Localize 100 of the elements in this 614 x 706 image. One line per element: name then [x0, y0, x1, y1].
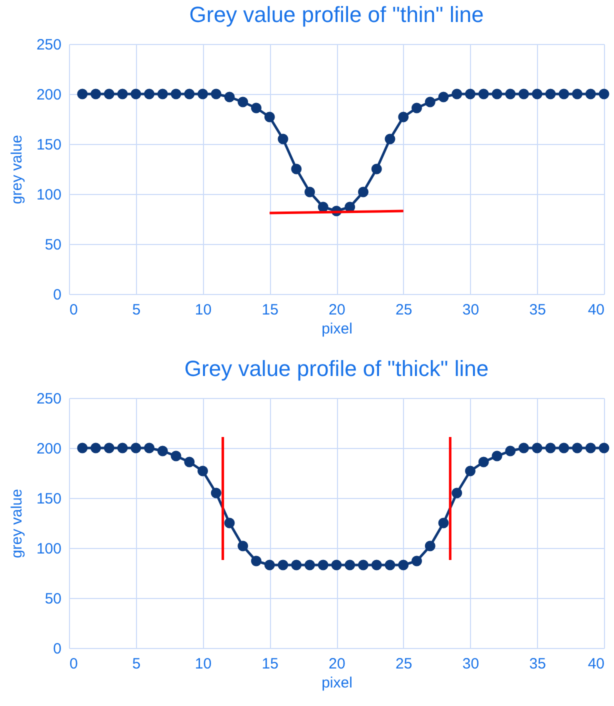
point: [291, 164, 302, 174]
point: [224, 518, 235, 528]
point: [371, 164, 382, 174]
point: [77, 442, 88, 454]
point: [598, 88, 610, 100]
point: [184, 88, 195, 100]
point: [344, 560, 356, 570]
x-axis-title: pixel: [322, 674, 352, 692]
y-tick-label: 50: [44, 236, 62, 254]
point: [558, 88, 570, 100]
y-tick-label: 200: [36, 86, 62, 104]
point: [278, 134, 288, 144]
point: [358, 560, 368, 570]
point: [198, 466, 208, 476]
point: [144, 442, 154, 454]
point: [278, 560, 288, 570]
point: [77, 88, 88, 100]
y-tick-label: 150: [36, 136, 62, 154]
point: [238, 540, 248, 552]
point: [545, 88, 556, 100]
point: [545, 442, 556, 454]
point: [198, 88, 208, 100]
y-tick-label: 150: [36, 490, 62, 508]
point: [532, 88, 542, 100]
point: [518, 442, 529, 454]
point: [478, 88, 489, 100]
point: [157, 88, 168, 100]
point: [598, 442, 610, 454]
point: [210, 88, 222, 100]
point: [264, 560, 275, 570]
point: [157, 446, 168, 456]
y-tick-label: 0: [53, 286, 62, 304]
point: [398, 112, 409, 122]
point: [424, 96, 436, 108]
point: [585, 88, 596, 100]
point: [331, 560, 342, 570]
x-tick-label: 35: [529, 656, 546, 672]
point: [384, 134, 396, 144]
point: [170, 450, 182, 462]
point: [251, 556, 262, 566]
x-tick-label: 40: [588, 656, 604, 672]
x-tick-label: 0: [70, 656, 78, 672]
point: [371, 560, 382, 570]
point: [424, 540, 436, 552]
y-tick-label: 100: [36, 186, 62, 204]
x-tick-label: 25: [396, 302, 412, 318]
x-tick-label: 20: [328, 302, 346, 318]
point: [465, 88, 476, 100]
point: [384, 560, 396, 570]
point: [398, 560, 409, 570]
point: [505, 88, 516, 100]
x-tick-label: 10: [194, 302, 212, 318]
point: [505, 446, 516, 456]
y-tick-label: 50: [44, 590, 62, 608]
point: [572, 442, 582, 454]
x-tick-label: 5: [132, 656, 141, 672]
x-tick-label: 5: [132, 302, 141, 318]
point: [238, 96, 248, 108]
point: [304, 186, 315, 198]
point: [558, 442, 570, 454]
point: [465, 466, 476, 476]
point: [104, 442, 114, 454]
y-tick-label: 100: [36, 540, 62, 558]
point: [304, 560, 315, 570]
x-tick-label: 30: [462, 656, 480, 672]
point: [318, 202, 328, 212]
point: [224, 92, 235, 102]
point: [492, 88, 502, 100]
y-tick-label: 250: [36, 390, 62, 408]
x-tick-label: 20: [328, 656, 346, 672]
y-axis-title: grey value: [8, 488, 26, 558]
point: [572, 88, 582, 100]
y-tick-label: 0: [53, 640, 62, 658]
x-tick-label: 10: [194, 656, 212, 672]
point: [585, 442, 596, 454]
point: [412, 102, 422, 114]
point: [210, 488, 222, 498]
point: [90, 88, 101, 100]
point: [90, 442, 101, 454]
x-axis-title: pixel: [322, 320, 352, 338]
point: [251, 102, 262, 114]
x-tick-label: 25: [396, 656, 412, 672]
y-tick-label: 250: [36, 36, 62, 54]
point: [412, 556, 422, 566]
point: [264, 112, 275, 122]
x-tick-label: 15: [262, 656, 278, 672]
x-tick-label: 30: [462, 302, 480, 318]
point: [184, 456, 195, 468]
point: [452, 88, 462, 100]
point: [358, 186, 368, 198]
point: [452, 488, 462, 498]
point: [130, 442, 142, 454]
point: [492, 450, 502, 462]
x-tick-label: 15: [262, 302, 278, 318]
point: [117, 88, 128, 100]
point: [170, 88, 182, 100]
point: [318, 560, 328, 570]
point: [130, 88, 142, 100]
y-axis-title: grey value: [8, 134, 26, 204]
point: [478, 456, 489, 468]
